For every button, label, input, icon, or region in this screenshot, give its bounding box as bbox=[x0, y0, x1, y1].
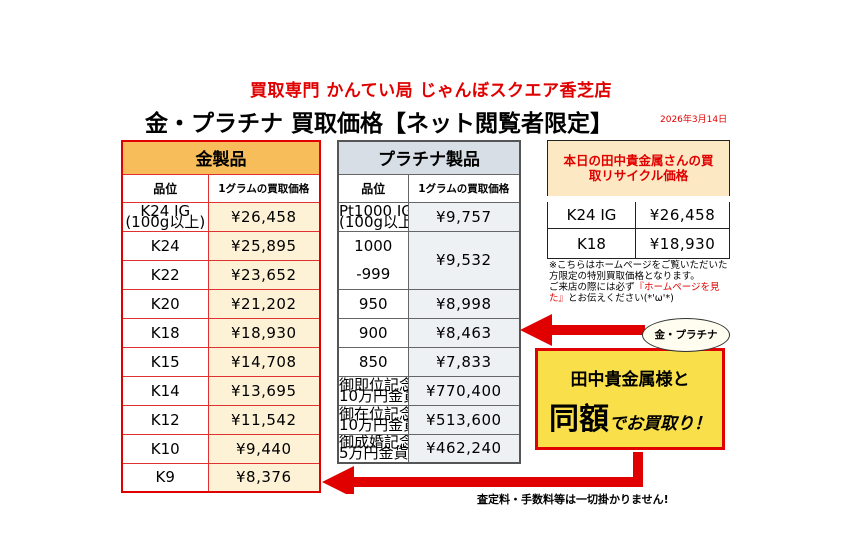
grade-sub: 10万円金貨 bbox=[339, 415, 407, 434]
table-row: K10 ¥9,440 bbox=[121, 433, 321, 464]
table-row: 850 ¥7,833 bbox=[337, 346, 521, 377]
grade: K22 bbox=[121, 259, 209, 290]
notice-link-text: 『ホームページを見た』 bbox=[549, 282, 720, 304]
price: ¥11,542 bbox=[207, 404, 321, 435]
grade: 900 bbox=[337, 317, 409, 348]
table-row: 御在位記念10万円金貨 ¥513,600 bbox=[337, 404, 521, 435]
callout-line2: でお買取り！ bbox=[609, 414, 711, 434]
grade: K18 bbox=[547, 228, 636, 259]
gold-price-table: 金製品 品位 1グラムの買取価格 K24 IG (100g以上) ¥26,458 … bbox=[121, 140, 321, 493]
table-row: K9 ¥8,376 bbox=[121, 462, 321, 493]
price: ¥26,458 bbox=[207, 201, 321, 232]
table-row: K24 IG ¥26,458 bbox=[547, 198, 731, 229]
arrow-lower-vertical bbox=[633, 452, 643, 487]
grade: K18 bbox=[121, 317, 209, 348]
grade: K12 bbox=[121, 404, 209, 435]
table-row: K18 ¥18,930 bbox=[121, 317, 321, 348]
price: ¥8,463 bbox=[407, 317, 521, 348]
grade: 御成婚記念 bbox=[339, 434, 408, 452]
grade-sub: 5万円金貨 bbox=[339, 444, 408, 463]
price: ¥18,930 bbox=[634, 228, 731, 259]
price: ¥8,376 bbox=[207, 462, 321, 493]
platinum-table-title: プラチナ製品 bbox=[337, 140, 521, 175]
price: ¥21,202 bbox=[207, 288, 321, 319]
grade-sub: 10万円金貨 bbox=[339, 386, 407, 405]
table-row: Pt1000 IG(100g以上) ¥9,757 bbox=[337, 201, 521, 232]
price: ¥14,708 bbox=[207, 346, 321, 377]
grade: K10 bbox=[121, 433, 209, 464]
price: ¥18,930 bbox=[207, 317, 321, 348]
grade: 950 bbox=[337, 288, 409, 319]
platinum-price-table: プラチナ製品 品位 1グラムの買取価格 Pt1000 IG(100g以上) ¥9… bbox=[337, 140, 521, 464]
grade: K9 bbox=[121, 462, 209, 493]
notice-line2: ご来店の際には必ず bbox=[549, 282, 635, 293]
price: ¥8,998 bbox=[407, 288, 521, 319]
price: ¥770,400 bbox=[407, 375, 521, 406]
price: ¥513,600 bbox=[407, 404, 521, 435]
grade: 御在位記念 bbox=[339, 405, 408, 423]
callout-emphasis: 同額 bbox=[549, 402, 609, 437]
tanaka-box-title: 本日の田中貴金属さんの買取リサイクル価格 bbox=[546, 140, 731, 202]
table-row: K24 IG (100g以上) ¥26,458 bbox=[121, 201, 321, 232]
grade: 1000 bbox=[354, 237, 393, 255]
table-row: K24 ¥25,895 bbox=[121, 230, 321, 261]
callout-line1: 田中貴金属様と bbox=[570, 370, 690, 390]
table-row: K22 ¥23,652 bbox=[121, 259, 321, 290]
arrow-upper-shaft bbox=[550, 325, 645, 335]
table-row: 900 ¥8,463 bbox=[337, 317, 521, 348]
platinum-col-price: 1グラムの買取価格 bbox=[407, 173, 521, 203]
grade: K24 bbox=[121, 230, 209, 261]
notice-line1: ※こちらはホームページをご覧いただいた方限定の特別買取価格となります。 bbox=[549, 260, 728, 282]
price: ¥9,440 bbox=[207, 433, 321, 464]
arrow-lower-shaft bbox=[350, 477, 643, 487]
grade-sub: (100g以上) bbox=[339, 212, 407, 231]
grade: K14 bbox=[121, 375, 209, 406]
price: ¥25,895 bbox=[207, 230, 321, 261]
grade-sub: (100g以上) bbox=[125, 212, 206, 231]
table-row: K14 ¥13,695 bbox=[121, 375, 321, 406]
arrow-upper-head bbox=[520, 314, 552, 346]
arrow-lower-head bbox=[322, 466, 354, 494]
gold-table-title: 金製品 bbox=[121, 140, 321, 175]
footer-note: 査定料・手数料等は一切掛かりません! bbox=[477, 493, 669, 506]
price: ¥9,532 bbox=[407, 230, 521, 290]
gold-col-grade: 品位 bbox=[121, 173, 209, 203]
price: ¥23,652 bbox=[207, 259, 321, 290]
notice-text: ※こちらはホームページをご覧いただいた方限定の特別買取価格となります。 ご来店の… bbox=[549, 260, 729, 304]
grade: K20 bbox=[121, 288, 209, 319]
grade: K24 IG bbox=[140, 202, 191, 220]
date-label: 2026年3月14日 bbox=[660, 115, 728, 125]
price: ¥26,458 bbox=[634, 198, 731, 229]
price: ¥13,695 bbox=[207, 375, 321, 406]
shop-name: 買取専門 かんてい局 じゃんぼスクエア香芝店 bbox=[250, 81, 612, 101]
page-title: 金・プラチナ 買取価格【ネット閲覧者限定】 bbox=[145, 111, 614, 137]
table-row: 御成婚記念 5万円金貨 ¥462,240 bbox=[337, 433, 521, 464]
same-price-callout: 田中貴金属様と 同額でお買取り！ bbox=[535, 348, 725, 450]
table-row: K20 ¥21,202 bbox=[121, 288, 321, 319]
tanaka-price-box: 本日の田中貴金属さんの買取リサイクル価格 K24 IG ¥26,458 K18 ¥1… bbox=[546, 140, 731, 259]
platinum-col-grade: 品位 bbox=[337, 173, 409, 203]
table-row: K12 ¥11,542 bbox=[121, 404, 321, 435]
grade-sub: -999 bbox=[356, 265, 391, 283]
grade: K15 bbox=[121, 346, 209, 377]
metal-bubble: 金・プラチナ bbox=[642, 318, 730, 352]
table-row: K18 ¥18,930 bbox=[547, 228, 731, 259]
price: ¥462,240 bbox=[407, 433, 521, 464]
notice-line3: とお伝えください(*'ω'*) bbox=[568, 293, 674, 304]
table-row: K15 ¥14,708 bbox=[121, 346, 321, 377]
arrows-graphic bbox=[322, 314, 645, 494]
grade: K24 IG bbox=[547, 198, 636, 229]
gold-col-price: 1グラムの買取価格 bbox=[207, 173, 321, 203]
grade: Pt1000 IG bbox=[339, 202, 408, 220]
table-row: 950 ¥8,998 bbox=[337, 288, 521, 319]
table-row: 1000 -999 ¥9,532 bbox=[337, 230, 521, 290]
grade: 御即位記念 bbox=[339, 376, 408, 394]
price: ¥9,757 bbox=[407, 201, 521, 232]
price: ¥7,833 bbox=[407, 346, 521, 377]
